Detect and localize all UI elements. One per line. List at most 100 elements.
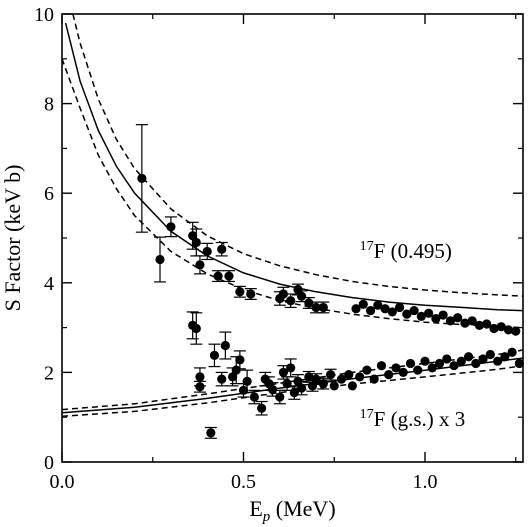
data-point: [324, 368, 337, 381]
point-marker: [431, 314, 441, 324]
point-marker: [293, 284, 303, 295]
point-marker: [394, 302, 405, 313]
data-point: [511, 326, 521, 336]
point-marker: [398, 367, 408, 377]
data-point: [424, 308, 434, 318]
annotations-layer: 17F (0.495) 17F (g.s.) x 3: [360, 239, 466, 431]
point-marker: [209, 350, 220, 360]
data-point: [295, 380, 308, 396]
point-marker: [456, 356, 466, 366]
point-marker: [318, 302, 328, 313]
point-marker: [496, 322, 506, 332]
data-point: [193, 367, 206, 387]
point-marker: [445, 316, 456, 326]
point-marker: [500, 352, 510, 362]
point-marker: [485, 349, 495, 360]
data-point: [365, 305, 376, 316]
point-marker: [474, 320, 485, 330]
point-marker: [213, 271, 223, 281]
data-point: [273, 389, 286, 405]
point-marker: [195, 372, 205, 382]
data-point: [471, 358, 481, 369]
data-point: [284, 293, 297, 309]
point-marker: [235, 287, 245, 297]
point-marker: [453, 313, 463, 323]
point-marker: [318, 379, 328, 389]
point-marker: [344, 370, 354, 380]
point-marker: [202, 246, 212, 257]
data-point: [460, 318, 470, 328]
point-marker: [296, 291, 307, 301]
data-point: [442, 354, 452, 364]
data-point: [295, 290, 308, 303]
point-marker: [384, 370, 394, 380]
data-point: [135, 124, 148, 233]
data-point: [193, 255, 206, 275]
point-marker: [217, 374, 227, 384]
data-point: [420, 356, 430, 366]
point-marker: [503, 325, 514, 335]
data-point: [453, 313, 463, 323]
point-marker: [427, 363, 437, 373]
data-point: [478, 354, 488, 364]
data-point: [474, 320, 485, 330]
data-point: [215, 241, 228, 257]
point-marker: [355, 372, 365, 382]
point-marker: [304, 372, 314, 382]
point-marker: [166, 222, 176, 232]
x-tick-label: 0.5: [231, 471, 256, 493]
point-marker: [195, 382, 205, 392]
data-point: [302, 370, 315, 383]
point-marker: [489, 323, 499, 334]
y-tick-label: 2: [44, 362, 54, 384]
point-marker: [228, 372, 238, 382]
data-point: [336, 374, 347, 384]
point-marker: [402, 309, 412, 319]
data-point: [277, 286, 290, 302]
data-point: [193, 380, 206, 393]
x-tick-label: 0.0: [50, 471, 75, 493]
point-marker: [249, 392, 259, 402]
data-point: [503, 325, 514, 335]
data-point: [284, 358, 297, 378]
data-point: [463, 352, 474, 362]
data-point: [219, 331, 232, 360]
point-marker: [336, 374, 347, 384]
point-marker: [242, 376, 252, 386]
curve-excited-central: [64, 22, 523, 312]
point-marker: [373, 300, 383, 310]
series-excited-data: [135, 124, 521, 336]
point-marker: [413, 365, 423, 375]
point-marker: [424, 308, 434, 318]
data-point: [358, 299, 368, 309]
data-point: [373, 300, 383, 310]
point-marker: [235, 355, 245, 365]
point-marker: [278, 289, 289, 299]
data-point: [438, 310, 448, 320]
data-point: [409, 305, 419, 316]
data-point: [215, 371, 228, 387]
point-marker: [463, 352, 474, 362]
point-marker: [471, 358, 481, 369]
data-point: [233, 285, 246, 298]
data-point: [482, 319, 492, 329]
annotation-excited: 17F (0.495): [360, 239, 452, 263]
axis-ticks: 0.0 0.5 1.0 0 2 4 6 8 10: [34, 4, 523, 493]
point-marker: [246, 289, 256, 299]
data-point: [164, 216, 177, 238]
x-axis-label: Ep (MeV): [249, 496, 335, 525]
data-point: [416, 311, 426, 321]
point-marker: [478, 354, 488, 364]
point-marker: [442, 354, 452, 364]
data-point: [248, 389, 261, 405]
point-marker: [267, 384, 278, 395]
point-marker: [409, 305, 419, 316]
point-marker: [224, 271, 234, 281]
data-point: [427, 363, 437, 373]
data-point: [306, 379, 319, 392]
data-point: [244, 288, 257, 300]
y-tick-label: 4: [44, 273, 54, 295]
data-point: [445, 316, 456, 326]
point-marker: [460, 318, 470, 328]
